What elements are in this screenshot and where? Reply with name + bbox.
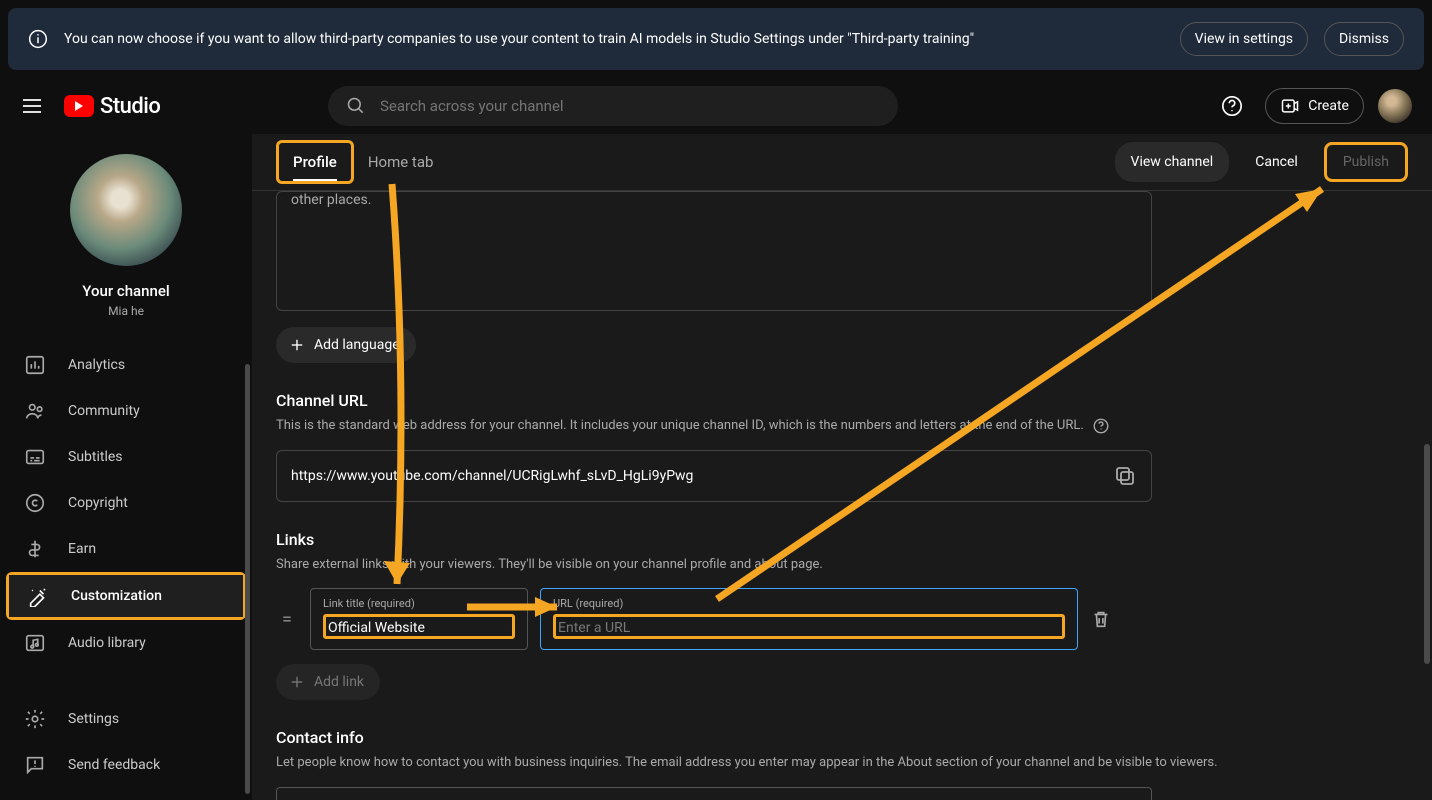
- sidebar-item-label: Send feedback: [68, 757, 160, 773]
- feedback-icon: [24, 754, 46, 776]
- sidebar-item-label: Audio library: [68, 635, 146, 651]
- logo-text: Studio: [100, 94, 160, 119]
- info-icon: [28, 29, 48, 49]
- banner-message: You can now choose if you want to allow …: [64, 31, 1164, 47]
- account-avatar[interactable]: [1378, 89, 1412, 123]
- channel-title: Your channel: [82, 282, 169, 300]
- cancel-button[interactable]: Cancel: [1239, 142, 1314, 182]
- plus-icon: [288, 673, 306, 691]
- search-input[interactable]: [380, 97, 880, 115]
- create-icon: [1280, 96, 1300, 116]
- sidebar-item-audio[interactable]: Audio library: [0, 620, 252, 666]
- create-button[interactable]: Create: [1265, 88, 1364, 124]
- add-language-label: Add language: [314, 337, 400, 353]
- tab-profile[interactable]: Profile: [279, 143, 351, 181]
- link-url-field[interactable]: URL (required): [540, 588, 1078, 650]
- add-link-button[interactable]: Add link: [276, 664, 380, 700]
- tab-home[interactable]: Home tab: [354, 137, 448, 187]
- sidebar-item-settings[interactable]: Settings: [0, 696, 252, 742]
- studio-logo[interactable]: Studio: [64, 94, 160, 119]
- highlight-publish: Publish: [1324, 142, 1408, 182]
- main-panel: Profile Home tab View channel Cancel Pub…: [252, 134, 1432, 800]
- section-contact: Contact info Let people know how to cont…: [276, 728, 1408, 800]
- sidebar-item-analytics[interactable]: Analytics: [0, 342, 252, 388]
- sidebar-item-feedback[interactable]: Send feedback: [0, 742, 252, 788]
- sidebar-item-subtitles[interactable]: Subtitles: [0, 434, 252, 480]
- search-bar[interactable]: [328, 86, 898, 126]
- section-links: Links Share external links with your vie…: [276, 530, 1408, 701]
- channel-url-value: https://www.youtube.com/channel/UCRigLwh…: [291, 468, 1113, 484]
- links-title: Links: [276, 530, 1408, 549]
- help-icon[interactable]: [1092, 417, 1110, 435]
- sidebar-item-label: Copyright: [68, 495, 128, 511]
- top-header: Studio Create: [0, 78, 1432, 134]
- channel-name: Mia he: [108, 304, 144, 318]
- links-desc: Share external links with your viewers. …: [276, 555, 1408, 575]
- channel-url-box: https://www.youtube.com/channel/UCRigLwh…: [276, 450, 1152, 502]
- sidebar-item-label: Community: [68, 403, 140, 419]
- view-channel-button[interactable]: View channel: [1115, 142, 1230, 182]
- help-icon: [1221, 95, 1243, 117]
- search-icon: [346, 96, 366, 116]
- link-row: = Link title (required) URL (required): [276, 588, 1408, 650]
- settings-icon: [24, 708, 46, 730]
- highlight-link-title: [323, 614, 515, 639]
- sidebar-item-earn[interactable]: Earn: [0, 526, 252, 572]
- help-button[interactable]: [1213, 87, 1251, 125]
- link-url-label: URL (required): [553, 597, 1065, 610]
- copy-icon[interactable]: [1113, 464, 1137, 488]
- tabs-row: Profile Home tab View channel Cancel Pub…: [252, 134, 1432, 191]
- add-link-label: Add link: [314, 674, 364, 690]
- add-link-row: Add link: [276, 664, 1408, 700]
- email-field[interactable]: Email: [276, 787, 1152, 800]
- sidebar-item-label: Customization: [71, 588, 162, 604]
- sidebar-item-label: Subtitles: [68, 449, 123, 465]
- description-box[interactable]: other places.: [276, 191, 1152, 311]
- link-title-field[interactable]: Link title (required): [310, 588, 528, 650]
- dismiss-button[interactable]: Dismiss: [1324, 22, 1404, 56]
- highlight-profile-tab: Profile: [276, 140, 354, 184]
- drag-handle-icon[interactable]: =: [276, 609, 298, 630]
- menu-icon[interactable]: [20, 94, 44, 118]
- delete-icon[interactable]: [1090, 608, 1112, 630]
- scrollbar[interactable]: [1424, 444, 1430, 664]
- contact-title: Contact info: [276, 728, 1408, 747]
- sidebar-item-label: Analytics: [68, 357, 125, 373]
- link-title-label: Link title (required): [323, 597, 515, 610]
- publish-button[interactable]: Publish: [1327, 145, 1405, 179]
- analytics-icon: [24, 354, 46, 376]
- channel-avatar[interactable]: [70, 154, 182, 266]
- channel-url-desc: This is the standard web address for you…: [276, 416, 1084, 436]
- contact-desc: Let people know how to contact you with …: [276, 753, 1408, 773]
- create-label: Create: [1308, 98, 1349, 114]
- sidebar-item-customization[interactable]: Customization: [9, 575, 243, 617]
- sidebar-item-label: Earn: [68, 541, 96, 557]
- plus-icon: [288, 336, 306, 354]
- sidebar-item-label: Settings: [68, 711, 119, 727]
- content-area: other places. Add language Channel URL T…: [252, 191, 1432, 800]
- highlight-url-input: [553, 614, 1065, 639]
- youtube-play-icon: [64, 95, 94, 117]
- link-url-input[interactable]: [558, 620, 1060, 636]
- ai-training-banner: You can now choose if you want to allow …: [8, 8, 1424, 70]
- community-icon: [24, 400, 46, 422]
- add-language-button[interactable]: Add language: [276, 327, 416, 363]
- description-tail: other places.: [291, 192, 371, 208]
- copyright-icon: [24, 492, 46, 514]
- channel-block: Your channel Mia he: [0, 134, 252, 342]
- sidebar-item-community[interactable]: Community: [0, 388, 252, 434]
- channel-url-title: Channel URL: [276, 391, 1408, 410]
- earn-icon: [24, 538, 46, 560]
- sidebar: Your channel Mia he Analytics Community …: [0, 134, 252, 800]
- audio-icon: [24, 632, 46, 654]
- sidebar-item-copyright[interactable]: Copyright: [0, 480, 252, 526]
- link-title-input[interactable]: [328, 620, 510, 636]
- customization-icon: [27, 585, 49, 607]
- highlight-customization: Customization: [6, 572, 246, 620]
- section-channel-url: Channel URL This is the standard web add…: [276, 391, 1408, 502]
- subtitles-icon: [24, 446, 46, 468]
- view-in-settings-button[interactable]: View in settings: [1180, 22, 1308, 56]
